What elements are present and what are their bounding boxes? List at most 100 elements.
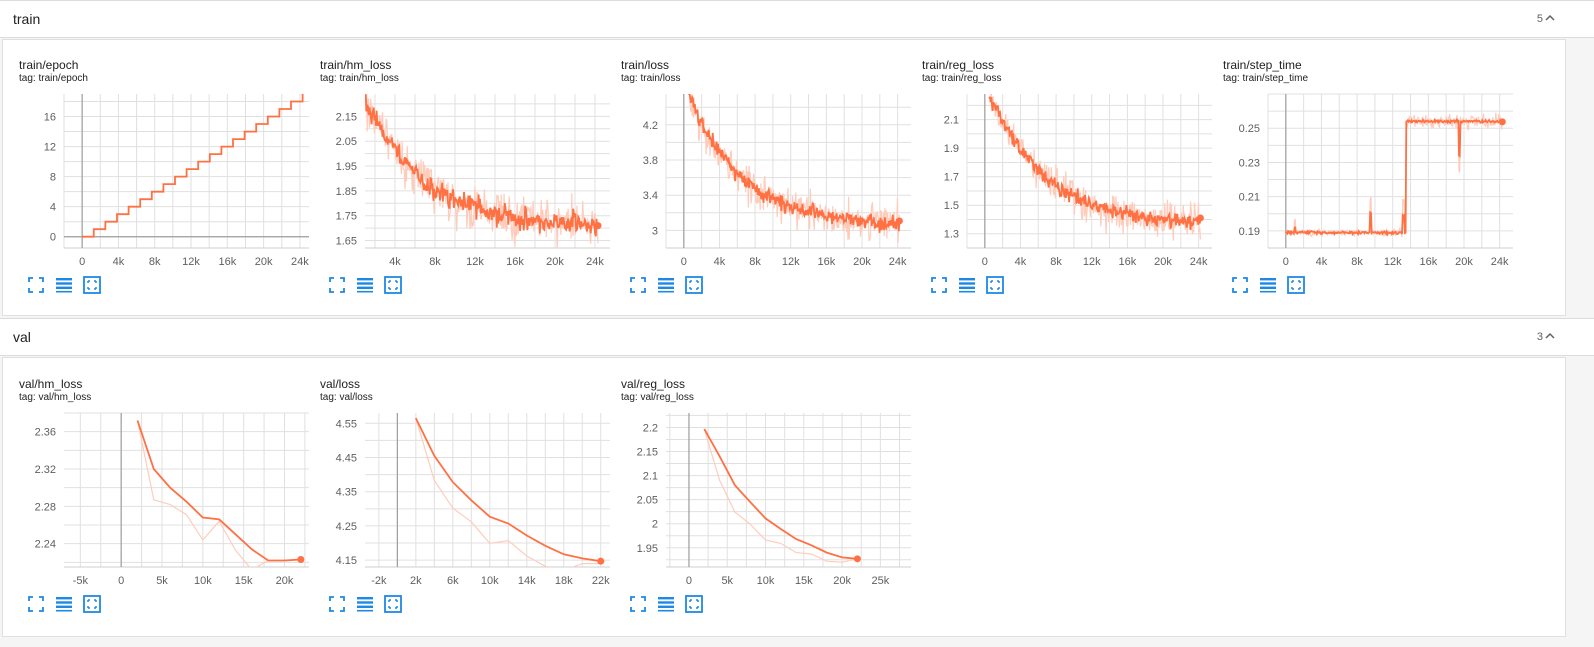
card-tag: tag: val/hm_loss — [19, 392, 92, 403]
y-tick-label: 0 — [50, 232, 56, 244]
x-tick-label: 24k — [889, 256, 907, 268]
y-tick-label: 2.1 — [944, 115, 959, 127]
y-tick-label: 2.1 — [643, 471, 658, 483]
y-tick-label: 2.28 — [35, 501, 56, 513]
x-tick-label: 0 — [982, 256, 988, 268]
fullscreen-icon[interactable] — [627, 275, 649, 295]
log-scale-icon[interactable] — [655, 275, 677, 295]
log-scale-icon[interactable] — [354, 594, 376, 614]
y-tick-label: 2.15 — [336, 111, 357, 123]
x-tick-label: 16k — [218, 256, 236, 268]
line-chart[interactable]: 0 4k 8k 12k 16k 20k 24k 1.3 1.5 1.7 1.9 2.1 — [922, 58, 1222, 288]
last-point-marker — [853, 555, 861, 563]
fullscreen-icon[interactable] — [326, 275, 348, 295]
y-tick-label: 0.25 — [1239, 123, 1260, 135]
card-tag: tag: train/epoch — [19, 73, 88, 84]
last-point-marker — [1498, 118, 1506, 126]
chart-card: val/hm_loss tag: val/hm_loss -5k 0 5k 10k 15… — [19, 377, 319, 627]
chart-card: val/reg_loss tag: val/reg_loss 0 5k 10k 15k… — [621, 377, 921, 627]
line-chart[interactable]: 0 5k 10k 15k 20k 25k 1.95 2 2.05 2.1 2.15 2.2 — [621, 377, 921, 607]
y-tick-label: 8 — [50, 172, 56, 184]
x-tick-label: 15k — [235, 575, 253, 587]
line-chart[interactable]: 0 4k 8k 12k 16k 20k 24k 0 4 8 12 16 — [19, 58, 319, 288]
x-tick-label: 16k — [506, 256, 524, 268]
fit-domain-icon[interactable] — [382, 275, 404, 295]
fit-domain-icon[interactable] — [81, 594, 103, 614]
x-tick-label: 20k — [853, 256, 871, 268]
y-tick-label: 4.25 — [336, 521, 357, 533]
line-chart[interactable]: -5k 0 5k 10k 15k 20k 2.24 2.28 2.32 2.36 — [19, 377, 319, 607]
line-chart[interactable]: 0 4k 8k 12k 16k 20k 24k 3 3.4 3.8 4.2 — [621, 58, 921, 288]
train-section-header[interactable]: train 5 — [0, 0, 1594, 38]
card-title: train/hm_loss — [320, 58, 392, 72]
last-point-marker — [297, 556, 305, 564]
fullscreen-icon[interactable] — [25, 594, 47, 614]
fit-domain-icon[interactable] — [81, 275, 103, 295]
line-chart[interactable]: -2k 2k 6k 10k 14k 18k 22k 4.15 4.25 4.35 4.45 4.55 — [320, 377, 620, 607]
fit-domain-icon[interactable] — [984, 275, 1006, 295]
y-tick-label: 0.21 — [1239, 192, 1260, 204]
y-tick-label: 4.55 — [336, 418, 357, 430]
x-tick-label: 20k — [1455, 256, 1473, 268]
fit-domain-icon[interactable] — [382, 594, 404, 614]
card-tag: tag: train/reg_loss — [922, 73, 1002, 84]
y-tick-label: 2.05 — [336, 136, 357, 148]
x-tick-label: 4k — [1015, 256, 1027, 268]
y-tick-label: 1.5 — [944, 200, 959, 212]
y-tick-label: 0.23 — [1239, 157, 1260, 169]
fullscreen-icon[interactable] — [928, 275, 950, 295]
x-tick-label: 20k — [546, 256, 564, 268]
line-chart[interactable]: 4k 8k 12k 16k 20k 24k 1.65 1.75 1.85 1.95 2.05 2.15 — [320, 58, 620, 288]
log-scale-icon[interactable] — [956, 275, 978, 295]
y-tick-label: 0.19 — [1239, 226, 1260, 238]
x-tick-label: 4k — [389, 256, 401, 268]
x-tick-label: 0 — [681, 256, 687, 268]
section-count: 3 — [1536, 331, 1543, 343]
smoothed-series-line — [82, 94, 304, 238]
y-tick-label: 4.2 — [643, 120, 658, 132]
card-tag: tag: val/reg_loss — [621, 392, 694, 403]
y-tick-label: 4.35 — [336, 487, 357, 499]
log-scale-icon[interactable] — [1257, 275, 1279, 295]
x-tick-label: 10k — [757, 575, 775, 587]
y-tick-label: 16 — [44, 112, 56, 124]
line-chart[interactable]: 0 4k 8k 12k 16k 20k 24k 0.19 0.21 0.23 0.25 — [1223, 58, 1523, 288]
smoothed-series-line — [688, 94, 901, 233]
x-tick-label: -2k — [371, 575, 387, 587]
fullscreen-icon[interactable] — [326, 594, 348, 614]
x-tick-label: 6k — [447, 575, 459, 587]
y-tick-label: 2.2 — [643, 422, 658, 434]
x-tick-label: 20k — [833, 575, 851, 587]
card-tag: tag: train/hm_loss — [320, 73, 399, 84]
x-tick-label: 8k — [149, 256, 161, 268]
fit-domain-icon[interactable] — [683, 594, 705, 614]
section-title: train — [13, 11, 41, 27]
chart-card: train/reg_loss tag: train/reg_loss 0 4k 8k… — [922, 58, 1222, 308]
val-section-header[interactable]: val 3 — [0, 318, 1594, 356]
log-scale-icon[interactable] — [354, 275, 376, 295]
y-tick-label: 12 — [44, 142, 56, 154]
fullscreen-icon[interactable] — [627, 594, 649, 614]
x-tick-label: 25k — [872, 575, 890, 587]
x-tick-label: 15k — [795, 575, 813, 587]
x-tick-label: 12k — [466, 256, 484, 268]
x-tick-label: 0 — [1283, 256, 1289, 268]
card-title: val/reg_loss — [621, 377, 686, 391]
x-tick-label: 20k — [255, 256, 273, 268]
chart-card: val/loss tag: val/loss -2k 2k 6k 10k 14k 18k 2… — [320, 377, 620, 627]
y-tick-label: 1.95 — [336, 161, 357, 173]
chevron-up-icon[interactable] — [1543, 329, 1557, 343]
log-scale-icon[interactable] — [53, 275, 75, 295]
x-tick-label: 16k — [1118, 256, 1136, 268]
fullscreen-icon[interactable] — [25, 275, 47, 295]
log-scale-icon[interactable] — [655, 594, 677, 614]
x-tick-label: 16k — [817, 256, 835, 268]
fit-domain-icon[interactable] — [683, 275, 705, 295]
x-tick-label: -5k — [73, 575, 89, 587]
log-scale-icon[interactable] — [53, 594, 75, 614]
last-point-marker — [594, 222, 602, 230]
fullscreen-icon[interactable] — [1229, 275, 1251, 295]
smoothed-series-line — [414, 417, 601, 563]
chevron-up-icon[interactable] — [1543, 11, 1557, 25]
fit-domain-icon[interactable] — [1285, 275, 1307, 295]
